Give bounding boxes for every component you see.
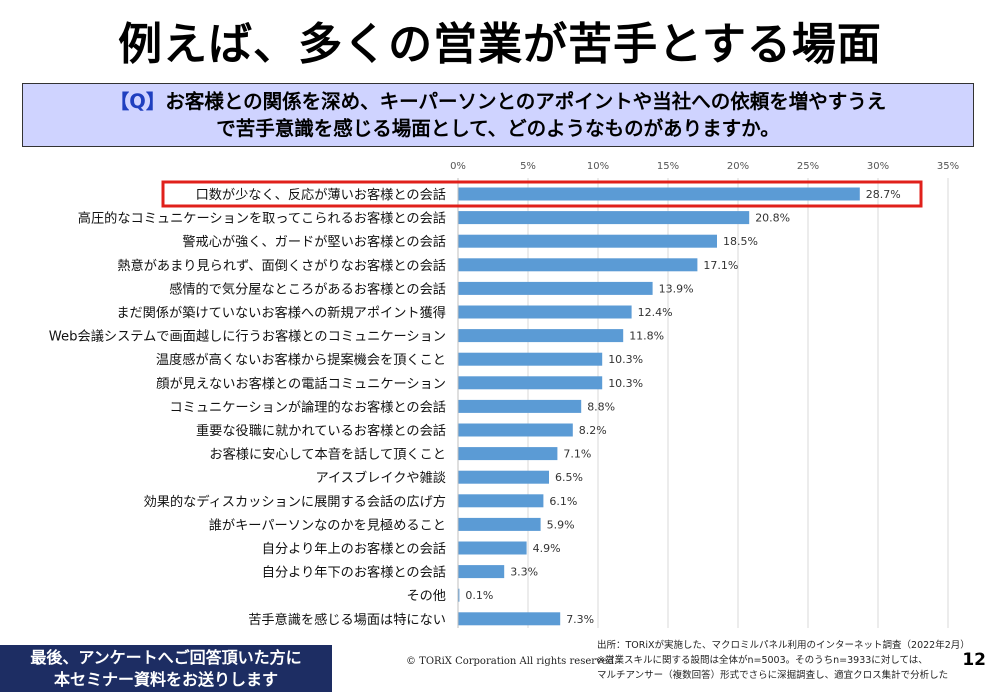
value-label: 18.5%: [723, 235, 758, 248]
x-tick-label: 10%: [587, 161, 609, 172]
category-label: 効果的なディスカッションに展開する会話の広げ方: [144, 493, 446, 510]
source-note: 出所：TORiXが実施した、マクロミルパネル利用のインターネット調査（2022年…: [597, 638, 989, 683]
source-line-2: ※営業スキルに関する設問は全体がn=5003。そのうちn=3933に対しては、: [597, 655, 928, 666]
value-label: 8.8%: [587, 400, 615, 413]
bar: [458, 447, 558, 461]
value-label: 11.8%: [629, 330, 664, 343]
value-label: 28.7%: [866, 188, 901, 201]
x-tick-label: 5%: [520, 161, 536, 172]
bar: [458, 423, 573, 437]
source-line-1: 出所：TORiXが実施した、マクロミルパネル利用のインターネット調査（2022年…: [597, 640, 970, 651]
x-tick-label: 20%: [727, 161, 749, 172]
category-label: 自分より年上のお客様との会話: [262, 540, 446, 557]
category-label: その他: [406, 588, 446, 604]
bar: [458, 305, 632, 319]
value-label: 8.2%: [579, 424, 607, 437]
value-label: 6.1%: [549, 495, 577, 508]
bar: [458, 329, 624, 343]
question-line-1: 【Q】お客様との関係を深め、キーパーソンとのアポイントや当社への依頼を増やすうえ: [23, 88, 973, 115]
category-label: 熱意があまり見られず、面倒くさがりなお客様との会話: [117, 257, 446, 274]
question-line-2: で苦手意識を感じる場面として、どのようなものがありますか。: [216, 117, 780, 140]
bar-chart: 0% 5% 10% 15% 20% 25% 30% 35% 口数が少なく、反応が薄いお客様との会…: [49, 161, 959, 628]
category-label: 口数が少なく、反応が薄いお客様との会話: [196, 186, 446, 203]
value-label: 4.9%: [533, 542, 561, 555]
highlight-box: [161, 180, 923, 208]
bar: [458, 352, 603, 366]
value-label: 13.9%: [659, 282, 694, 295]
bar: [458, 258, 698, 272]
value-label: 17.1%: [703, 259, 738, 272]
value-label: 10.3%: [608, 353, 643, 366]
x-tick-label: 25%: [797, 161, 819, 172]
category-label: 重要な役職に就かれているお客様との会話: [196, 422, 446, 439]
bar: [458, 470, 549, 484]
category-label: 誰がキーパーソンなのかを見極めること: [209, 517, 446, 533]
category-label: 高圧的なコミュニケーションを取ってこられるお客様との会話: [78, 210, 446, 227]
bar: [458, 565, 505, 579]
question-box: 【Q】お客様との関係を深め、キーパーソンとのアポイントや当社への依頼を増やすうえ…: [22, 83, 974, 147]
bar: [458, 517, 541, 531]
bar: [458, 376, 603, 390]
category-label: 感情的で気分屋なところがあるお客様との会話: [169, 280, 446, 297]
category-label: Web会議システムで画面越しに行うお客様とのコミュニケーション: [49, 328, 446, 345]
x-tick-label: 35%: [937, 161, 959, 172]
category-label: 警戒心が強く、ガードが堅いお客様との会話: [182, 233, 446, 250]
value-label: 10.3%: [608, 377, 643, 390]
category-label: 自分より年下のお客様との会話: [262, 564, 446, 581]
category-label: コミュニケーションが論理的なお客様との会話: [169, 398, 446, 415]
question-tag: 【Q】: [109, 90, 166, 113]
footer-line-1: 最後、アンケートへご回答頂いた方に: [30, 648, 302, 667]
value-label: 0.1%: [465, 589, 493, 602]
footer-line-2: 本セミナー資料をお送りします: [53, 670, 278, 689]
value-label: 12.4%: [638, 306, 673, 319]
category-label: 温度感が高くないお客様から提案機会を頂くこと: [156, 351, 446, 368]
bar: [458, 612, 561, 626]
x-tick-label: 0%: [450, 161, 466, 172]
bar: [458, 187, 860, 201]
category-label: 顔が見えないお客様との電話コミュニケーション: [156, 375, 446, 392]
question-text-1: お客様との関係を深め、キーパーソンとのアポイントや当社への依頼を増やすうえ: [165, 90, 887, 113]
category-label: お客様に安心して本音を話して頂くこと: [209, 446, 446, 463]
value-label: 20.8%: [755, 212, 790, 225]
value-label: 3.3%: [510, 566, 538, 579]
copyright-text: © TORiX Corporation All rights reserved.: [406, 656, 618, 667]
bar: [458, 399, 582, 413]
footer-banner: 最後、アンケートへご回答頂いた方に 本セミナー資料をお送りします: [0, 645, 332, 692]
category-label: アイスブレイクや雑談: [315, 469, 446, 486]
x-tick-label: 30%: [867, 161, 889, 172]
slide-title: 例えば、多くの営業が苦手とする場面: [118, 19, 882, 70]
value-label: 5.9%: [547, 518, 575, 531]
x-tick-label: 15%: [657, 161, 679, 172]
value-label: 6.5%: [555, 471, 583, 484]
category-label: 苦手意識を感じる場面は特にない: [248, 611, 446, 628]
value-label: 7.3%: [566, 613, 594, 626]
bar: [458, 494, 544, 508]
category-label: まだ関係が築けていないお客様への新規アポイント獲得: [116, 304, 446, 321]
bar: [458, 588, 460, 602]
bar: [458, 211, 750, 225]
value-label: 7.1%: [563, 448, 591, 461]
bar: [458, 541, 527, 555]
bar: [458, 234, 717, 248]
bar: [458, 281, 653, 295]
source-line-3: マルチアンサー（複数回答）形式でさらに深掘調査し、適宜クロス集計で分析した: [597, 670, 949, 681]
page-number: 12: [962, 650, 986, 670]
